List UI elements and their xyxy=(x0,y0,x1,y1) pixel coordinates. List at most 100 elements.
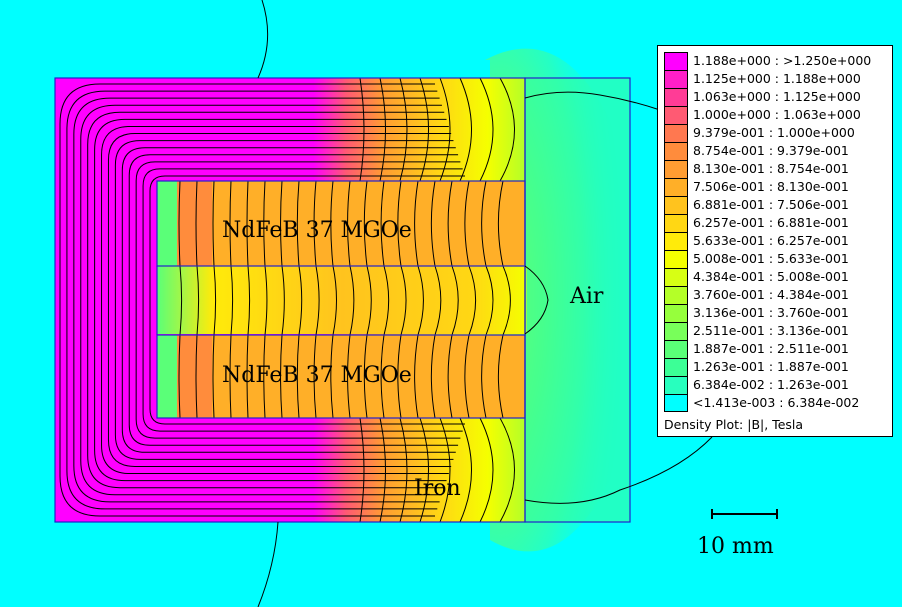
flux-line-magnet-bottom xyxy=(280,334,283,419)
legend-entry: 3.136e-001 : 3.760e-001 xyxy=(664,304,890,322)
flux-line-magnet-top xyxy=(280,180,283,267)
flux-line-gap xyxy=(247,265,251,336)
flux-line-yoke-top xyxy=(399,77,408,182)
flux-line-yoke xyxy=(80,104,442,496)
flux-line-gap xyxy=(485,265,494,336)
flux-line-magnet-top xyxy=(380,180,385,267)
legend-entry: <1.413e-003 : 6.384e-002 xyxy=(664,394,890,412)
flux-line-gap xyxy=(179,265,183,336)
scale-bar xyxy=(711,509,778,519)
flux-line-yoke xyxy=(73,97,440,503)
flux-line-magnet-top xyxy=(296,180,300,267)
flux-line-gap xyxy=(213,265,217,336)
legend-swatch xyxy=(664,142,688,160)
flux-line-yoke-bottom xyxy=(439,417,451,523)
legend-range-label: 8.754e-001 : 9.379e-001 xyxy=(693,143,849,158)
flux-line-magnet-bottom xyxy=(363,334,368,419)
legend-swatch xyxy=(664,88,688,106)
legend-range-label: 6.881e-001 : 7.506e-001 xyxy=(693,197,849,212)
legend-swatch xyxy=(664,268,688,286)
flux-line-magnet-bottom xyxy=(447,334,453,419)
magnet-top xyxy=(157,181,525,266)
legend-swatch xyxy=(664,304,688,322)
legend-range-label: 9.379e-001 : 1.000e+000 xyxy=(693,125,855,140)
legend-range-label: 2.511e-001 : 3.136e-001 xyxy=(693,323,849,338)
flux-line-magnet-top xyxy=(263,180,266,267)
flux-line-yoke xyxy=(101,125,449,475)
gap-region xyxy=(157,266,527,334)
flux-line-magnet-top xyxy=(178,180,181,267)
flux-line-magnet-bottom xyxy=(195,334,198,419)
legend-swatch xyxy=(664,178,688,196)
flux-line-gap xyxy=(366,265,372,336)
flux-line-magnet-bottom xyxy=(481,334,487,419)
flux-line-yoke-top xyxy=(359,77,365,182)
legend-entry: 7.506e-001 : 8.130e-001 xyxy=(664,178,890,196)
magnet-bottom-left-edge xyxy=(157,335,177,418)
flux-line-yoke-bottom xyxy=(479,417,494,523)
flux-line-magnet-bottom xyxy=(296,334,300,419)
flux-line-yoke xyxy=(94,118,447,482)
legend-swatch xyxy=(664,214,688,232)
legend-swatch xyxy=(664,124,688,142)
legend-range-label: 8.130e-001 : 8.754e-001 xyxy=(693,161,849,176)
magnet-top-left-edge xyxy=(157,181,177,266)
flux-line-magnet-bottom xyxy=(464,334,470,419)
flux-line-magnet-bottom xyxy=(347,334,351,419)
legend-range-label: 1.000e+000 : 1.063e+000 xyxy=(693,107,861,122)
flux-line-magnet-bottom xyxy=(330,334,334,419)
flux-line-magnet-top xyxy=(497,180,504,267)
legend-swatch xyxy=(664,70,688,88)
flux-line-magnet-top xyxy=(229,180,232,267)
color-legend: Density Plot: |B|, Tesla 1.188e+000 : >1… xyxy=(657,45,893,437)
flux-line-gap xyxy=(298,265,303,336)
flux-line-gap xyxy=(281,265,285,336)
magnet-top-label: NdFeB 37 MGOe xyxy=(222,218,412,243)
legend-entry: 1.188e+000 : >1.250e+000 xyxy=(664,52,890,70)
legend-entry: 1.063e+000 : 1.125e+000 xyxy=(664,88,890,106)
flux-line-yoke-top xyxy=(439,77,451,182)
flux-line-yoke-top xyxy=(479,77,494,182)
flux-line-yoke-bottom xyxy=(459,417,472,523)
legend-range-label: 6.257e-001 : 6.881e-001 xyxy=(693,215,849,230)
legend-range-label: 1.188e+000 : >1.250e+000 xyxy=(693,53,872,68)
legend-entry: 5.008e-001 : 5.633e-001 xyxy=(664,250,890,268)
flux-line-magnet-bottom xyxy=(212,334,215,419)
legend-range-label: 5.633e-001 : 6.257e-001 xyxy=(693,233,849,248)
legend-entry: 4.384e-001 : 5.008e-001 xyxy=(664,268,890,286)
flux-line-magnet-bottom xyxy=(380,334,385,419)
flux-line-magnet-bottom xyxy=(430,334,436,419)
flux-line-yoke-bottom xyxy=(359,417,365,523)
legend-range-label: 6.384e-002 : 1.263e-001 xyxy=(693,377,849,392)
legend-swatch xyxy=(664,322,688,340)
flux-line-yoke-bottom xyxy=(419,417,429,523)
flux-line-magnet-top xyxy=(313,180,317,267)
flux-line-magnet-bottom xyxy=(178,334,181,419)
outer-flux-lines xyxy=(257,0,713,607)
legend-range-label: 3.136e-001 : 3.760e-001 xyxy=(693,305,849,320)
flux-line-yoke xyxy=(107,133,452,467)
legend-range-label: 5.008e-001 : 5.633e-001 xyxy=(693,251,849,266)
flux-line-magnet-top xyxy=(330,180,334,267)
legend-swatch xyxy=(664,106,688,124)
legend-entry: 3.760e-001 : 4.384e-001 xyxy=(664,286,890,304)
flux-line-magnet-top xyxy=(464,180,470,267)
flux-line-magnet-bottom xyxy=(414,334,419,419)
air-label: Air xyxy=(570,284,604,309)
legend-range-label: 3.760e-001 : 4.384e-001 xyxy=(693,287,849,302)
flux-line-magnet-top xyxy=(363,180,368,267)
flux-line-gap xyxy=(502,265,511,336)
flux-line-gap xyxy=(196,265,200,336)
flux-line-gap xyxy=(230,265,234,336)
flux-line-yoke-top xyxy=(419,77,429,182)
flux-line-magnet-top xyxy=(397,180,402,267)
iron-label: Iron xyxy=(414,476,461,501)
flux-line-magnet-bottom xyxy=(497,334,504,419)
flux-line-gap xyxy=(383,265,390,336)
flux-line-gap xyxy=(332,265,337,336)
flux-line-magnet-bottom xyxy=(263,334,266,419)
flux-line-gap xyxy=(400,265,407,336)
flux-line-magnet-bottom xyxy=(397,334,402,419)
flux-line-yoke xyxy=(114,140,454,460)
